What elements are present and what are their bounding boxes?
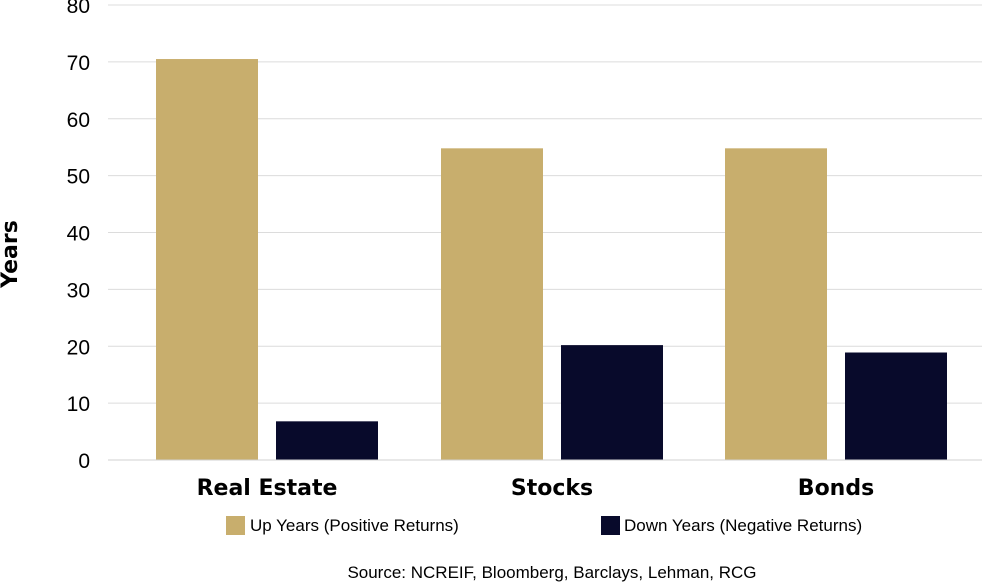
legend: Up Years (Positive Returns) Down Years (N… [226,516,862,535]
y-tick-label: 20 [67,336,90,359]
bar-stocks-down [561,345,663,460]
y-axis-title: Years [0,220,23,289]
y-tick-label: 30 [67,279,90,302]
category-label: Bonds [798,476,874,501]
y-tick-label: 40 [67,223,90,246]
source-note: Source: NCREIF, Bloomberg, Barclays, Leh… [347,563,756,582]
bar-bonds-up [725,148,827,460]
category-label: Real Estate [197,476,338,501]
bar-real-estate-down [276,421,378,460]
legend-swatch [601,516,620,535]
legend-swatch [226,516,245,535]
bar-stocks-up [441,148,543,460]
legend-label: Up Years (Positive Returns) [250,516,459,535]
y-axis-ticks: 0 10 20 30 40 50 60 70 80 [67,0,90,473]
bar-bonds-down [845,352,947,460]
y-tick-label: 10 [67,393,90,416]
y-tick-label: 0 [78,450,90,473]
legend-label: Down Years (Negative Returns) [624,516,862,535]
bars [156,59,947,460]
y-tick-label: 50 [67,166,90,189]
y-tick-label: 60 [67,109,90,132]
category-label: Stocks [511,476,593,501]
bar-real-estate-up [156,59,258,460]
y-tick-label: 80 [67,0,90,18]
category-labels: Real Estate Stocks Bonds [197,476,875,501]
y-tick-label: 70 [67,52,90,75]
